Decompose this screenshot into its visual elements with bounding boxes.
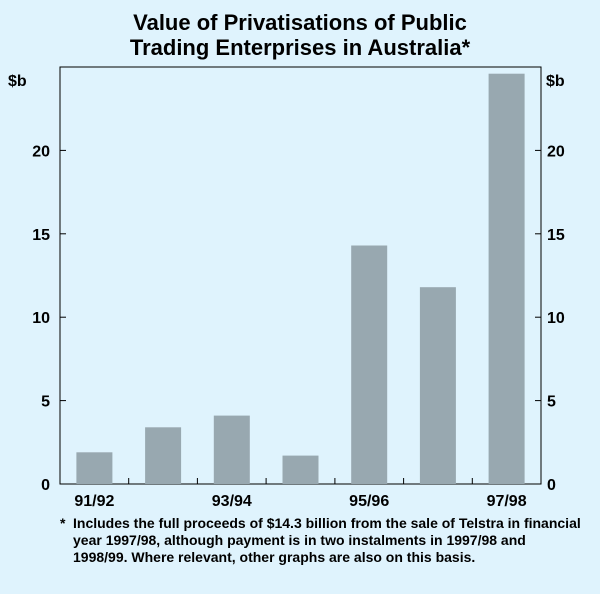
y-tick-label-left: 20 (32, 143, 50, 160)
y-tick-label-right: 10 (547, 310, 565, 327)
y-tick-label-left: 10 (32, 310, 50, 327)
bar-97-98 (488, 73, 525, 484)
y-tick-label-right: 20 (547, 143, 565, 160)
plot-area (59, 66, 542, 485)
x-tick-label: 95/96 (349, 493, 389, 510)
y-axis-unit-right: $b (546, 73, 565, 90)
y-tick-label-left: 5 (41, 394, 50, 411)
y-tick-label-right: 0 (547, 477, 556, 494)
bar-96-97 (419, 287, 456, 484)
y-tick-label-right: 15 (547, 227, 565, 244)
footnote-marker: * (60, 515, 66, 531)
y-tick-label-right: 5 (547, 394, 556, 411)
bar-91-92 (76, 452, 113, 484)
y-tick-label-left: 15 (32, 227, 50, 244)
chart-title-line-1: Value of Privatisations of Public (133, 10, 467, 35)
footnote-text: Includes the full proceeds of $14.3 bill… (73, 515, 581, 565)
chart-title: Value of Privatisations of Public Tradin… (0, 10, 600, 60)
x-tick-label: 91/92 (74, 493, 114, 510)
bar-94-95 (282, 455, 319, 484)
x-tick-label: 97/98 (487, 493, 527, 510)
bar-95-96 (351, 245, 388, 484)
bar-93-94 (213, 415, 250, 484)
y-axis-unit-left: $b (8, 73, 27, 90)
y-tick-label-left: 0 (41, 477, 50, 494)
x-tick-label: 93/94 (212, 493, 252, 510)
bar-92-93 (145, 427, 182, 484)
chart-title-line-2: Trading Enterprises in Australia* (129, 35, 471, 60)
